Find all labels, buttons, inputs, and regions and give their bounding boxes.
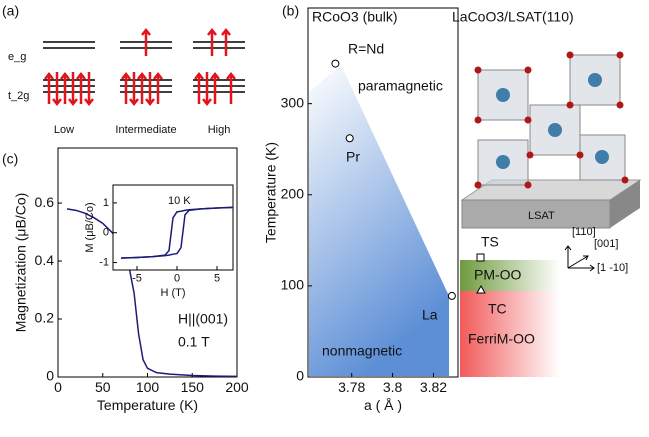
structure-title: LaCoO3/LSAT(110) (452, 9, 574, 25)
spin-arrow (222, 30, 230, 56)
spin-arrow (122, 74, 130, 104)
annotation: paramagnetic (358, 78, 443, 94)
data-point (346, 135, 353, 142)
y-axis-label: M (μB/Co) (84, 202, 96, 252)
y-tick-label: 1 (103, 197, 109, 209)
panel-label: (a) (2, 3, 19, 19)
substrate-label: LSAT (528, 210, 555, 222)
annotation: nonmagnetic (322, 343, 402, 359)
x-tick-label: 100 (136, 379, 160, 395)
panel-label: (b) (282, 3, 299, 19)
spin-arrow (227, 74, 235, 104)
spin-arrow (130, 72, 138, 104)
y-tick-label: 0 (103, 227, 109, 239)
transition-label: TC (488, 301, 507, 317)
y-axis-label: Magnetization (μB/Co) (12, 193, 28, 333)
direction-label: [001] (594, 238, 618, 250)
x-tick-label: 0 (174, 273, 180, 285)
spin-state: Intermediate (115, 124, 176, 136)
x-axis-label: a ( Å ) (364, 397, 402, 413)
data-point (448, 292, 455, 299)
spin-state: Low (54, 124, 74, 136)
transition-label: TS (481, 234, 499, 250)
point-label: R=Nd (348, 41, 384, 57)
x-tick-label: 0 (54, 379, 62, 395)
spin-arrow (195, 74, 203, 104)
spin-arrow (138, 74, 146, 104)
point-label: La (422, 307, 438, 323)
x-tick-label: 50 (95, 379, 111, 395)
y-tick-label: 0 (296, 368, 304, 384)
spin-arrow (142, 30, 150, 56)
figure: (a) (b) (c) e_g t_2g Low Intermediate Hi… (0, 0, 649, 432)
crystal-structure (462, 52, 640, 229)
x-tick-label: 3.8 (383, 379, 403, 395)
point-label: Pr (346, 149, 360, 165)
x-tick-label: -5 (132, 273, 142, 285)
spin-arrow (85, 72, 93, 104)
y-axis-label: Temperature (K) (262, 142, 278, 243)
level-label: e_g (8, 51, 26, 63)
energy-levels (43, 30, 245, 104)
spin-arrow (146, 72, 154, 104)
data-point (332, 60, 339, 67)
spin-arrow (45, 74, 53, 104)
spin-arrow (203, 72, 211, 104)
y-tick-label: 100 (281, 277, 305, 293)
x-tick-label: 3.82 (420, 379, 447, 395)
nonmagnetic-region (309, 65, 449, 376)
x-tick-label: 200 (225, 379, 249, 395)
y-tick-label: 300 (281, 94, 305, 110)
x-axis-label: H (T) (160, 287, 185, 299)
y-tick-label: -1 (99, 256, 109, 268)
annotation: 0.1 T (178, 334, 210, 350)
spin-arrow (211, 74, 219, 104)
direction-axes (565, 246, 594, 271)
spin-arrow (154, 74, 162, 104)
x-tick-label: 150 (181, 379, 205, 395)
phase-label: PM-OO (474, 267, 522, 283)
x-tick-label: 5 (214, 273, 220, 285)
x-tick-label: 3.78 (338, 379, 365, 395)
ts-marker (477, 254, 484, 261)
level-label: t_2g (8, 90, 29, 102)
spin-arrow (77, 74, 85, 104)
phase-label: FerriM-OO (468, 331, 535, 347)
x-axis-label: Temperature (K) (97, 397, 198, 413)
spin-arrow (69, 72, 77, 104)
y-tick-label: 0.4 (35, 252, 55, 268)
direction-label: [110] (572, 226, 596, 238)
y-tick-label: 200 (281, 185, 305, 201)
y-tick-label: 0 (46, 368, 54, 384)
y-tick-label: 0.2 (35, 310, 55, 326)
y-tick-label: 0.6 (35, 194, 55, 210)
annotation: 10 K (168, 195, 191, 207)
spin-arrow (208, 30, 216, 56)
spin-arrow (61, 74, 69, 104)
spin-state: High (208, 124, 231, 136)
chart-title: RCoO3 (bulk) (312, 9, 398, 25)
direction-label: [1 -10] (597, 262, 628, 274)
panel-label: (c) (2, 151, 18, 167)
spin-arrow (53, 72, 61, 104)
annotation: H||(001) (178, 311, 228, 327)
